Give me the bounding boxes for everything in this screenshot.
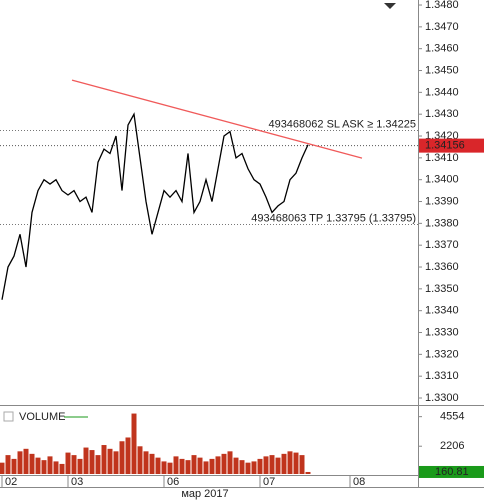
x-tick-label: 02	[5, 476, 17, 488]
order-label: 493468062 SL ASK ≥ 1.34225	[268, 118, 416, 130]
y-tick-label: 4554	[440, 411, 464, 423]
x-tick-label: 08	[353, 476, 365, 488]
volume-bar	[305, 471, 311, 474]
y-tick-label: 1.3450	[425, 64, 459, 76]
legend-icon	[3, 411, 14, 422]
y-tick-label: 1.3390	[425, 195, 459, 207]
volume-bar	[233, 457, 239, 474]
volume-bar	[221, 453, 227, 474]
volume-bar	[35, 457, 41, 474]
volume-bar	[107, 448, 113, 474]
y-tick-label: 1.3360	[425, 261, 459, 273]
volume-bar	[155, 457, 161, 474]
volume-bar	[77, 458, 83, 474]
y-tick-label: 1.3330	[425, 326, 459, 338]
volume-bar	[137, 446, 143, 474]
volume-bar	[29, 453, 35, 474]
y-tick-label: 1.3410	[425, 152, 459, 164]
last-volume-label: 160.81	[435, 466, 469, 478]
x-tick-label: 03	[71, 476, 83, 488]
legend-label: VOLUME	[19, 411, 65, 423]
volume-bar	[83, 447, 89, 474]
volume-bar	[299, 455, 305, 474]
volume-bar	[101, 445, 107, 474]
last-price-box	[419, 138, 484, 153]
volume-bar	[23, 448, 29, 474]
volume-bar	[203, 461, 209, 474]
volume-bar	[269, 455, 275, 474]
y-tick-label: 1.3440	[425, 86, 459, 98]
x-tick-label: 06	[167, 476, 179, 488]
volume-bar	[257, 458, 263, 474]
volume-bar	[245, 462, 251, 474]
volume-bar	[197, 457, 203, 474]
y-tick-label: 1.3310	[425, 370, 459, 382]
volume-bar	[263, 456, 269, 474]
volume-bar	[275, 457, 281, 474]
volume-bar	[53, 461, 59, 474]
last-volume-box	[419, 465, 484, 478]
y-tick-label: 1.3460	[425, 43, 459, 55]
volume-bar	[113, 451, 119, 474]
volume-bar	[179, 458, 185, 474]
y-tick-label: 1.3320	[425, 348, 459, 360]
volume-bar	[59, 463, 65, 474]
volume-bar	[119, 441, 125, 474]
menu-icon[interactable]	[384, 3, 396, 9]
y-tick-label: 1.3470	[425, 21, 459, 33]
volume-bar	[143, 451, 149, 474]
volume-bar	[251, 461, 257, 474]
x-tick-label: 07	[263, 476, 275, 488]
y-tick-label: 1.3480	[425, 0, 459, 11]
volume-bar	[131, 413, 137, 474]
volume-bar	[65, 452, 71, 474]
y-tick-label: 1.3350	[425, 283, 459, 295]
volume-bar	[89, 450, 95, 474]
volume-bar	[215, 456, 221, 474]
volume-bar	[47, 456, 53, 474]
volume-bar	[173, 456, 179, 474]
volume-bar	[161, 461, 167, 474]
volume-bar	[17, 451, 23, 474]
volume-bar	[293, 452, 299, 474]
price-line	[1, 112, 309, 300]
volume-bar	[125, 437, 131, 474]
volume-bar	[209, 458, 215, 474]
volume-bar	[239, 460, 245, 474]
volume-bar	[71, 455, 77, 474]
volume-bar	[287, 451, 293, 474]
volume-bar	[41, 460, 47, 474]
volume-bar	[149, 453, 155, 474]
volume-bar	[95, 455, 101, 474]
volume-bar	[191, 455, 197, 474]
y-tick-label: 1.3430	[425, 108, 459, 120]
volume-bar	[167, 462, 173, 474]
order-label: 493468063 TP 1.33795 (1.33795)	[251, 212, 416, 224]
volume-bar	[11, 458, 17, 474]
y-tick-label: 1.3370	[425, 239, 459, 251]
y-tick-label: 2206	[440, 440, 464, 452]
x-axis-label: мар 2017	[181, 488, 228, 500]
volume-bar	[185, 460, 191, 474]
y-tick-label: 1.3400	[425, 174, 459, 186]
last-price-label: 1.34156	[425, 140, 465, 152]
y-tick-label: 1.3340	[425, 305, 459, 317]
y-tick-label: 1.3300	[425, 392, 459, 404]
y-tick-label: 1.3380	[425, 217, 459, 229]
trendline	[71, 79, 363, 159]
volume-bar	[227, 451, 233, 474]
volume-bar	[281, 453, 287, 474]
volume-bar	[0, 462, 5, 474]
volume-bar	[5, 455, 11, 474]
